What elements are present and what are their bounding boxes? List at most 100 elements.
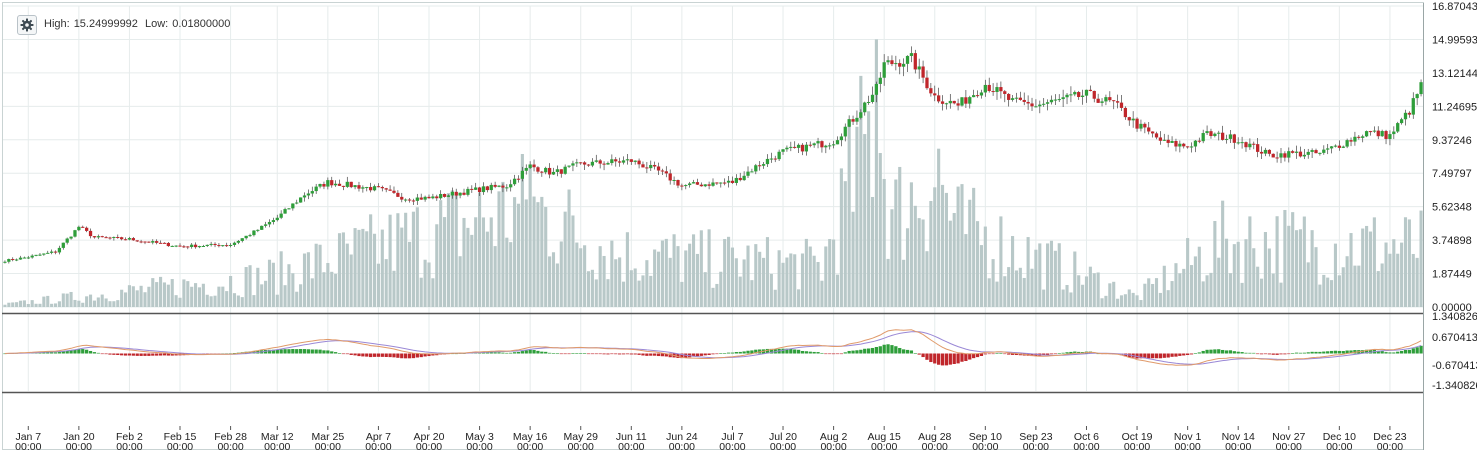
macd-histogram-bar: [1361, 350, 1365, 354]
macd-histogram-bar: [1049, 353, 1054, 355]
macd-histogram-bar: [96, 352, 100, 354]
candle-body: [244, 235, 248, 239]
volume-bar: [793, 254, 797, 307]
candle-body: [1135, 118, 1139, 129]
candle-body: [388, 189, 392, 191]
macd-histogram-bar: [298, 348, 303, 354]
candle-body: [579, 162, 583, 164]
macd-histogram-bar: [1053, 353, 1057, 355]
candle-body: [1228, 134, 1233, 139]
volume-bar: [820, 280, 824, 307]
time-tick-sublabel: 00:00: [1276, 441, 1302, 453]
macd-histogram-bar: [1010, 353, 1015, 355]
macd-tick-label: 0.67041336: [1432, 332, 1477, 344]
macd-histogram-bar: [719, 353, 723, 354]
volume-bar: [443, 217, 447, 307]
volume-bar: [310, 278, 314, 307]
macd-histogram-bar: [349, 353, 353, 355]
candle-body: [991, 91, 995, 93]
volume-bar: [551, 252, 556, 307]
macd-histogram-bar: [1392, 352, 1396, 354]
candle-body: [205, 244, 209, 246]
candle-body: [699, 184, 703, 187]
candle-body: [575, 162, 579, 164]
volume-bar: [267, 259, 272, 307]
macd-histogram-bar: [174, 353, 178, 356]
price-tick-label: 3.74898: [1432, 235, 1472, 247]
volume-bar: [1088, 266, 1092, 307]
time-tick-label: May 3: [465, 431, 494, 443]
candle-body: [57, 247, 62, 253]
candle-body: [1127, 117, 1131, 121]
macd-histogram-bar: [88, 350, 93, 354]
price-tick-label: 13.12144: [1432, 68, 1477, 80]
volume-bar: [1322, 274, 1326, 307]
time-tick-label: Sep 23: [1019, 431, 1052, 443]
candle-body: [1298, 151, 1303, 157]
candle-body: [1341, 146, 1345, 148]
candle-body: [481, 186, 486, 193]
macd-histogram-bar: [427, 353, 431, 357]
candle-body: [49, 251, 54, 253]
macd-histogram-bar: [162, 353, 167, 356]
macd-histogram-bar: [46, 352, 50, 354]
volume-bar: [513, 197, 517, 307]
volume-bar: [1287, 225, 1291, 307]
volume-bar: [1197, 246, 1201, 307]
candle-body: [851, 119, 855, 122]
macd-histogram-bar: [843, 352, 847, 354]
volume-bar: [586, 271, 591, 307]
macd-histogram-bar: [824, 353, 828, 355]
macd-histogram-bar: [135, 353, 139, 356]
volume-bar: [260, 284, 264, 307]
candle-body: [166, 242, 170, 247]
volume-bar: [917, 218, 921, 307]
candle-body: [104, 237, 108, 239]
macd-histogram-bar: [723, 353, 727, 354]
macd-histogram-bar: [431, 353, 435, 356]
candle-body: [1014, 97, 1019, 99]
time-tick-label: Aug 15: [868, 431, 901, 443]
candle-body: [738, 177, 742, 181]
candle-body: [1213, 133, 1217, 136]
macd-histogram-bar: [1228, 350, 1233, 354]
macd-histogram-bar: [388, 353, 392, 358]
time-tick-sublabel: 00:00: [365, 441, 391, 453]
macd-histogram-bar: [987, 353, 991, 355]
macd-histogram-bar: [1310, 351, 1314, 354]
candle-body: [384, 188, 388, 190]
volume-bar: [509, 242, 513, 307]
candle-body: [372, 186, 377, 191]
macd-histogram-bar: [1057, 353, 1061, 354]
candle-body: [1399, 119, 1404, 124]
low-label: Low:: [144, 18, 169, 30]
candle-body: [3, 261, 7, 263]
candle-body: [42, 253, 46, 255]
candle-body: [1259, 151, 1264, 154]
candle-body: [761, 164, 766, 166]
volume-bar: [797, 289, 801, 307]
candle-body: [1224, 138, 1229, 140]
macd-histogram-bar: [61, 351, 65, 354]
volume-bar: [1240, 282, 1244, 307]
volume-bar: [660, 240, 664, 307]
candle-body: [625, 159, 630, 161]
candle-body: [680, 185, 684, 187]
candle-body: [120, 237, 124, 240]
volume-bar: [680, 281, 684, 307]
settings-button[interactable]: [17, 15, 37, 35]
volume-bar: [621, 281, 626, 307]
time-tick-label: Aug 2: [820, 431, 848, 443]
candle-body: [691, 182, 696, 184]
macd-histogram-bar: [1279, 353, 1283, 355]
macd-histogram-bar: [637, 353, 641, 355]
time-tick-label: Jun 11: [616, 431, 647, 443]
macd-histogram-bar: [933, 353, 937, 364]
candle-body: [1003, 91, 1007, 94]
volume-bar: [1236, 241, 1240, 307]
macd-histogram-bar: [913, 352, 917, 354]
candle-body: [913, 53, 917, 70]
volume-bar: [77, 300, 81, 307]
macd-histogram-bar: [1158, 353, 1163, 359]
macd-histogram-bar: [267, 349, 272, 354]
